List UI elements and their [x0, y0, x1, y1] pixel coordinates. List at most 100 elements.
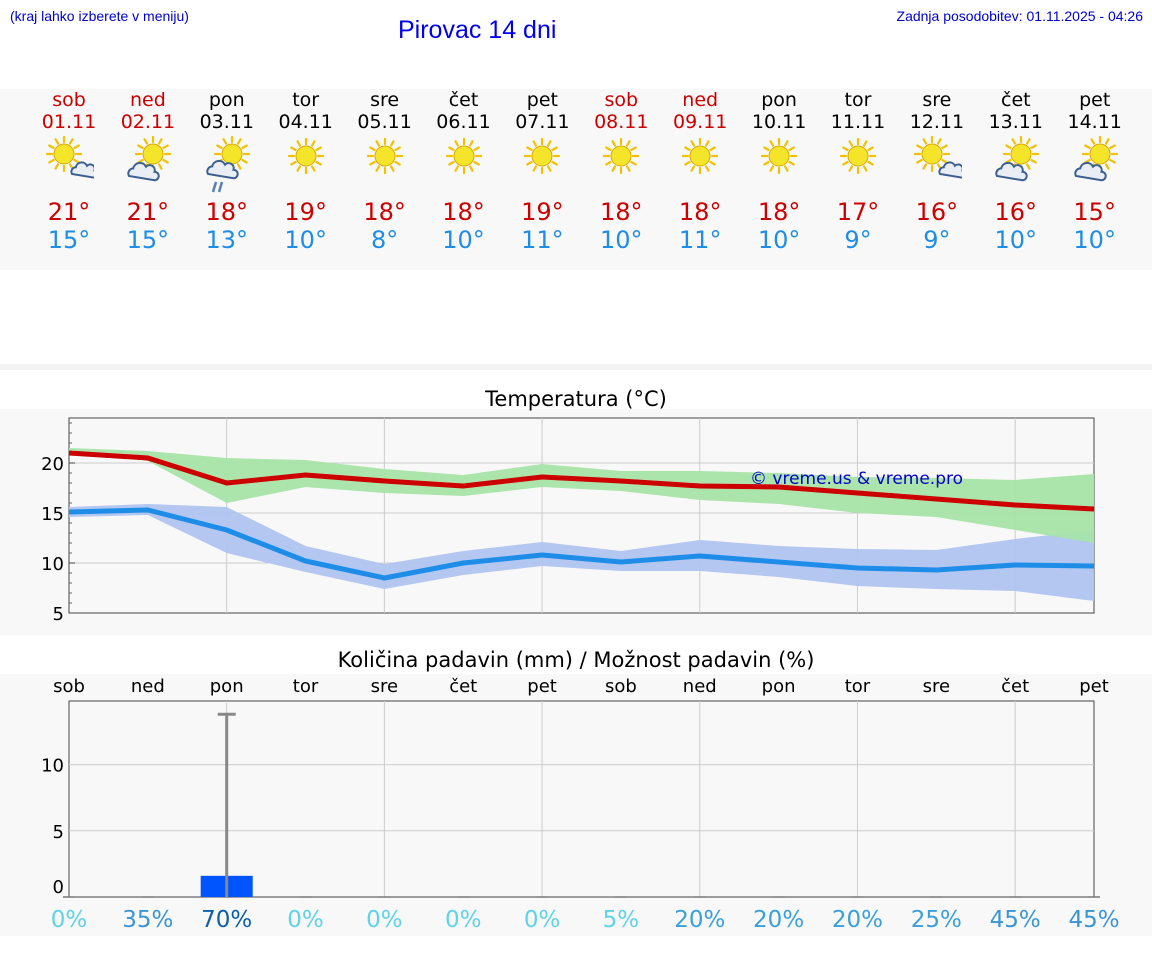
day-name: sre: [922, 89, 952, 111]
y-tick-label: 15: [41, 504, 64, 525]
day-date: 08.11: [594, 111, 649, 133]
max-temperature: 19°: [284, 198, 327, 226]
cloud-sun-icon: [1074, 135, 1118, 182]
day-date: 12.11: [909, 111, 965, 133]
min-temperature: 8°: [370, 226, 399, 254]
day-date: 11.11: [830, 111, 886, 133]
precipitation-probability: 20%: [674, 907, 725, 933]
day-date: 01.11: [41, 111, 97, 133]
day-name: sob: [604, 89, 639, 111]
day-name: sre: [370, 89, 400, 111]
x-tick-label: čet: [449, 676, 477, 697]
rain-sun-icon: [206, 135, 250, 193]
x-tick-label: sre: [923, 676, 950, 697]
precipitation-chart-title: Količina padavin (mm) / Možnost padavin …: [337, 648, 815, 672]
min-temperature-line: [68, 507, 1095, 581]
day-name: sob: [52, 89, 86, 111]
precipitation-probability: 0%: [366, 907, 403, 933]
day-date: 07.11: [515, 111, 570, 133]
day-date: 09.11: [672, 111, 728, 133]
min-temperature: 10°: [600, 226, 643, 254]
sun-icon: [524, 137, 561, 175]
day-date: 10.11: [751, 111, 807, 133]
max-temperature-line: [68, 450, 1095, 512]
x-tick-label: tor: [293, 676, 319, 697]
max-temperature: 17°: [836, 198, 880, 226]
max-temperature-range: [69, 448, 1094, 543]
day-name: tor: [844, 89, 872, 111]
day-date: 13.11: [988, 111, 1043, 133]
x-tick-label: čet: [1001, 676, 1029, 697]
precipitation-probability: 35%: [122, 907, 173, 933]
min-temperature: 11°: [521, 226, 564, 254]
day-date: 04.11: [278, 111, 333, 133]
min-temperature: 11°: [678, 226, 722, 254]
day-name: ned: [682, 89, 719, 111]
precipitation-plot-area: [68, 700, 1095, 898]
day-date: 14.11: [1067, 111, 1122, 133]
min-temperature: 10°: [284, 226, 327, 254]
min-temperature-range: [69, 504, 1094, 601]
precipitation-probability: 5%: [603, 907, 640, 933]
max-temperature: 18°: [600, 198, 643, 226]
sun-icon: [287, 137, 324, 175]
min-temperature: 13°: [205, 226, 249, 254]
sun-icon: [445, 137, 482, 175]
temperature-chart-title: Temperatura (°C): [485, 387, 667, 411]
min-temperature: 9°: [844, 226, 872, 254]
precipitation-probability: 20%: [753, 907, 804, 933]
min-temperature: 10°: [994, 226, 1038, 254]
divider: [0, 364, 1152, 370]
day-date: 06.11: [436, 111, 491, 133]
y-tick-label: 20: [41, 454, 64, 475]
max-temperature: 18°: [678, 198, 722, 226]
max-temperature: 18°: [363, 198, 406, 226]
max-temperature: 16°: [994, 198, 1038, 226]
min-temperature: 9°: [923, 226, 951, 254]
sun-icon: [366, 137, 403, 175]
max-temperature: 21°: [126, 198, 170, 226]
precipitation-probability: 0%: [445, 907, 482, 933]
min-temperature: 15°: [126, 226, 170, 254]
precipitation-probability: 70%: [201, 907, 252, 933]
max-temperature: 21°: [47, 198, 91, 226]
min-temperature: 10°: [1073, 226, 1116, 254]
day-date: 02.11: [120, 111, 176, 133]
precipitation-probability: 20%: [832, 907, 883, 933]
sun-icon: [682, 137, 719, 175]
precipitation-probability: 25%: [911, 907, 962, 933]
max-temperature: 18°: [205, 198, 249, 226]
precipitation-probability: 45%: [990, 907, 1041, 933]
day-name: pon: [208, 89, 245, 111]
watermark: © vreme.us & vreme.pro: [750, 469, 963, 489]
precipitation-probability: 0%: [51, 907, 88, 933]
day-date: 03.11: [199, 111, 254, 133]
last-updated: Zadnja posodobitev: 01.11.2025 - 04:26: [896, 8, 1143, 24]
y-tick-label: 5: [53, 604, 64, 625]
max-temperature: 16°: [915, 198, 959, 226]
max-temperature: 18°: [757, 198, 801, 226]
page-title: Pirovac 14 dni: [398, 16, 557, 44]
y-tick-label: 5: [53, 822, 64, 843]
min-temperature: 15°: [47, 226, 91, 254]
x-tick-label: tor: [845, 676, 871, 697]
sun-cloud-icon: [45, 135, 94, 179]
x-tick-label: pon: [210, 676, 244, 697]
day-name: pon: [761, 89, 797, 111]
x-tick-label: sre: [371, 676, 398, 697]
x-tick-label: pet: [1079, 676, 1109, 697]
cloud-sun-icon: [127, 135, 171, 182]
y-tick-label: 10: [41, 756, 64, 777]
day-name: ned: [129, 89, 166, 111]
max-temperature: 18°: [442, 198, 485, 226]
max-temperature: 15°: [1073, 198, 1116, 226]
day-name: pet: [526, 89, 558, 111]
precipitation-probability: 0%: [524, 907, 561, 933]
day-name: čet: [1001, 89, 1031, 111]
sun-icon: [839, 137, 877, 175]
x-tick-label: ned: [683, 676, 717, 697]
day-name: tor: [292, 89, 320, 111]
x-tick-label: pon: [762, 676, 796, 697]
location-hint: (kraj lahko izberete v meniju): [10, 8, 189, 24]
day-name: pet: [1079, 89, 1111, 111]
